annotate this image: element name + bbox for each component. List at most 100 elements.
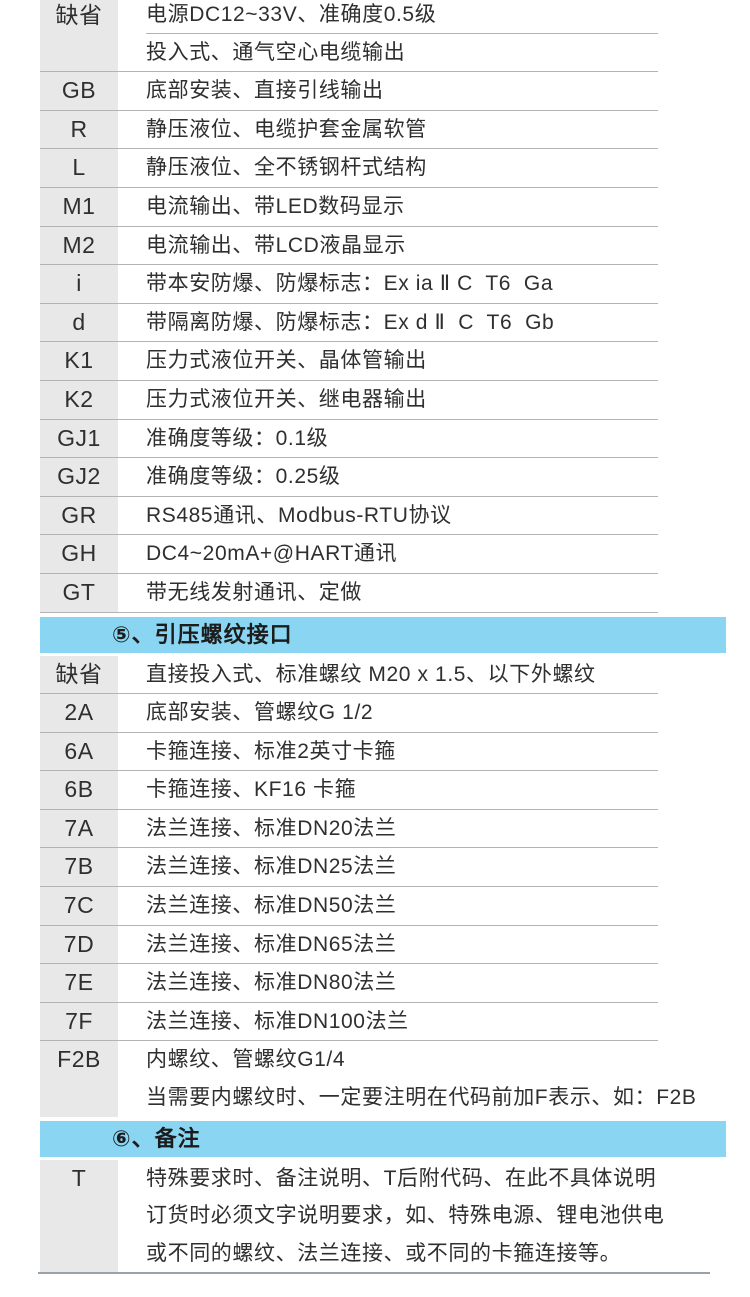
table-row: K2 压力式液位开关、继电器输出 [40,380,658,420]
section-header-label: ⑥、备注 [112,1125,201,1151]
code-cell: 7A [40,809,118,848]
description-line: 法兰连接、标准DN25法兰 [146,855,397,879]
description-cell: 压力式液位开关、晶体管输出 [118,342,658,380]
description-cell: 带无线发射通讯、定做 [118,574,658,612]
description-cell: 直接投入式、标准螺纹 M20 x 1.5、以下外螺纹 [118,656,658,694]
table-bottom-rule [38,1272,710,1275]
section-header: ⑥、备注 [40,1120,726,1157]
description-line: 压力式液位开关、晶体管输出 [146,349,427,373]
code-cell: M2 [40,226,118,265]
table-row: 2A 底部安装、管螺纹G 1/2 [40,694,658,733]
description-line: DC4~20mA+@HART通讯 [146,542,398,566]
table-row: K1 压力式液位开关、晶体管输出 [40,342,658,381]
description-cell: RS485通讯、Modbus-RTU协议 [118,497,658,535]
table-row: 7E 法兰连接、标准DN80法兰 [40,964,658,1003]
table-row: L 静压液位、全不锈钢杆式结构 [40,149,658,188]
table-row: 7B 法兰连接、标准DN25法兰 [40,848,658,888]
code-label: R [70,115,88,142]
description-line: 订货时必须文字说明要求，如、特殊电源、锂电池供电 [146,1204,665,1228]
description-line: 准确度等级：0.25级 [146,465,341,489]
code-cell: 6B [40,771,118,809]
code-label: 缺省 [55,2,103,28]
code-cell: 2A [40,694,118,732]
description-line: 当需要内螺纹时、一定要注明在代码前加F表示、如：F2B [146,1086,697,1110]
description-line: 静压液位、全不锈钢杆式结构 [146,156,427,180]
code-cell: 6A [40,732,118,771]
table-row: d 带隔离防爆、防爆标志：Ex d Ⅱ C T6 Gb [40,303,658,343]
description-line: 直接投入式、标准螺纹 M20 x 1.5、以下外螺纹 [146,662,596,686]
description-line: 法兰连接、标准DN65法兰 [146,932,397,956]
code-cell: F2B [40,1041,118,1117]
description-cell: 准确度等级：0.25级 [118,458,658,496]
code-label: i [76,270,82,297]
code-cell: GJ2 [40,458,118,496]
table-row: F2B 内螺纹、管螺纹G1/4 当需要内螺纹时、一定要注明在代码前加F表示、如：F2… [40,1041,696,1117]
code-cell: L [40,149,118,187]
description-cell: 准确度等级：0.1级 [118,420,658,458]
table-row: GJ2 准确度等级：0.25级 [40,458,658,497]
code-label: d [72,308,86,335]
ordering-code-table: 缺省 电源DC12~33V、准确度0.5级投入式、通气空心电缆输出 GB 底部安装、直… [38,0,726,1275]
code-cell: T [40,1159,118,1273]
table-row: 7C 法兰连接、标准DN50法兰 [40,887,658,926]
code-label: 7D [63,930,95,957]
description-cell: 卡箍连接、KF16 卡箍 [118,771,658,809]
code-label: GJ2 [57,463,101,490]
description-line: 法兰连接、标准DN80法兰 [146,971,397,995]
code-label: 7B [64,853,94,880]
description-line: 或不同的螺纹、法兰连接、或不同的卡箍连接等。 [146,1241,622,1265]
code-label: K1 [64,347,94,374]
description-cell: 带本安防爆、防爆标志：Ex ia Ⅱ C T6 Ga [118,265,658,303]
code-cell: GB [40,72,118,110]
code-cell: 7D [40,925,118,964]
code-cell: GH [40,535,118,573]
code-cell: K1 [40,342,118,380]
code-cell: i [40,265,118,303]
description-line: 法兰连接、标准DN50法兰 [146,894,397,918]
description-line: RS485通讯、Modbus-RTU协议 [146,503,452,527]
table-row: 7A 法兰连接、标准DN20法兰 [40,809,658,849]
code-label: 6B [64,776,94,803]
code-label: GJ1 [57,424,101,451]
code-label: GT [62,578,96,605]
table-row: 6B 卡箍连接、KF16 卡箍 [40,771,658,810]
description-cell: 静压液位、电缆护套金属软管 [118,111,658,149]
code-cell: d [40,303,118,342]
code-label: GB [61,77,97,104]
description-line: 卡箍连接、KF16 卡箍 [146,778,357,802]
description-line: 电源DC12~33V、准确度0.5级 [146,0,658,34]
description-line: 法兰连接、标准DN100法兰 [146,1009,409,1033]
code-label: K2 [64,385,94,412]
description-cell: 法兰连接、标准DN50法兰 [118,887,658,925]
code-label: GR [61,501,97,528]
code-cell: 缺省 [40,0,118,72]
code-label: T [71,1164,87,1191]
code-label: 7F [65,1007,93,1034]
description-cell: 内螺纹、管螺纹G1/4 当需要内螺纹时、一定要注明在代码前加F表示、如：F2B [118,1041,697,1116]
description-cell: 底部安装、直接引线输出 [118,72,658,110]
description-cell: 卡箍连接、标准2英寸卡箍 [118,733,658,771]
code-label: 缺省 [55,660,103,687]
table-row: GB 底部安装、直接引线输出 [40,72,658,111]
description-line: 静压液位、电缆护套金属软管 [146,117,427,141]
code-label: 6A [64,737,94,764]
table-row: 7F 法兰连接、标准DN100法兰 [40,1002,658,1042]
code-label: 7C [63,892,95,919]
code-cell: 7C [40,887,118,925]
description-line: 带隔离防爆、防爆标志：Ex d Ⅱ C T6 Gb [146,310,555,334]
table-row: 6A 卡箍连接、标准2英寸卡箍 [40,732,658,772]
description-line: 电流输出、带LCD液晶显示 [146,233,406,257]
code-cell: GJ1 [40,419,118,458]
table-row: 缺省 电源DC12~33V、准确度0.5级投入式、通气空心电缆输出 [40,0,658,73]
description-cell: 底部安装、管螺纹G 1/2 [118,694,658,732]
code-label: M2 [62,231,96,258]
description-line: 投入式、通气空心电缆输出 [146,40,406,64]
description-line: 特殊要求时、备注说明、T后附代码、在此不具体说明 [146,1166,657,1190]
table-row: M2 电流输出、带LCD液晶显示 [40,226,658,266]
section-header: ⑤、引压螺纹接口 [40,616,726,653]
description-cell: 法兰连接、标准DN20法兰 [118,810,658,848]
description-cell: 压力式液位开关、继电器输出 [118,381,658,419]
description-cell: 法兰连接、标准DN100法兰 [118,1003,658,1041]
table-row: R 静压液位、电缆护套金属软管 [40,110,658,150]
